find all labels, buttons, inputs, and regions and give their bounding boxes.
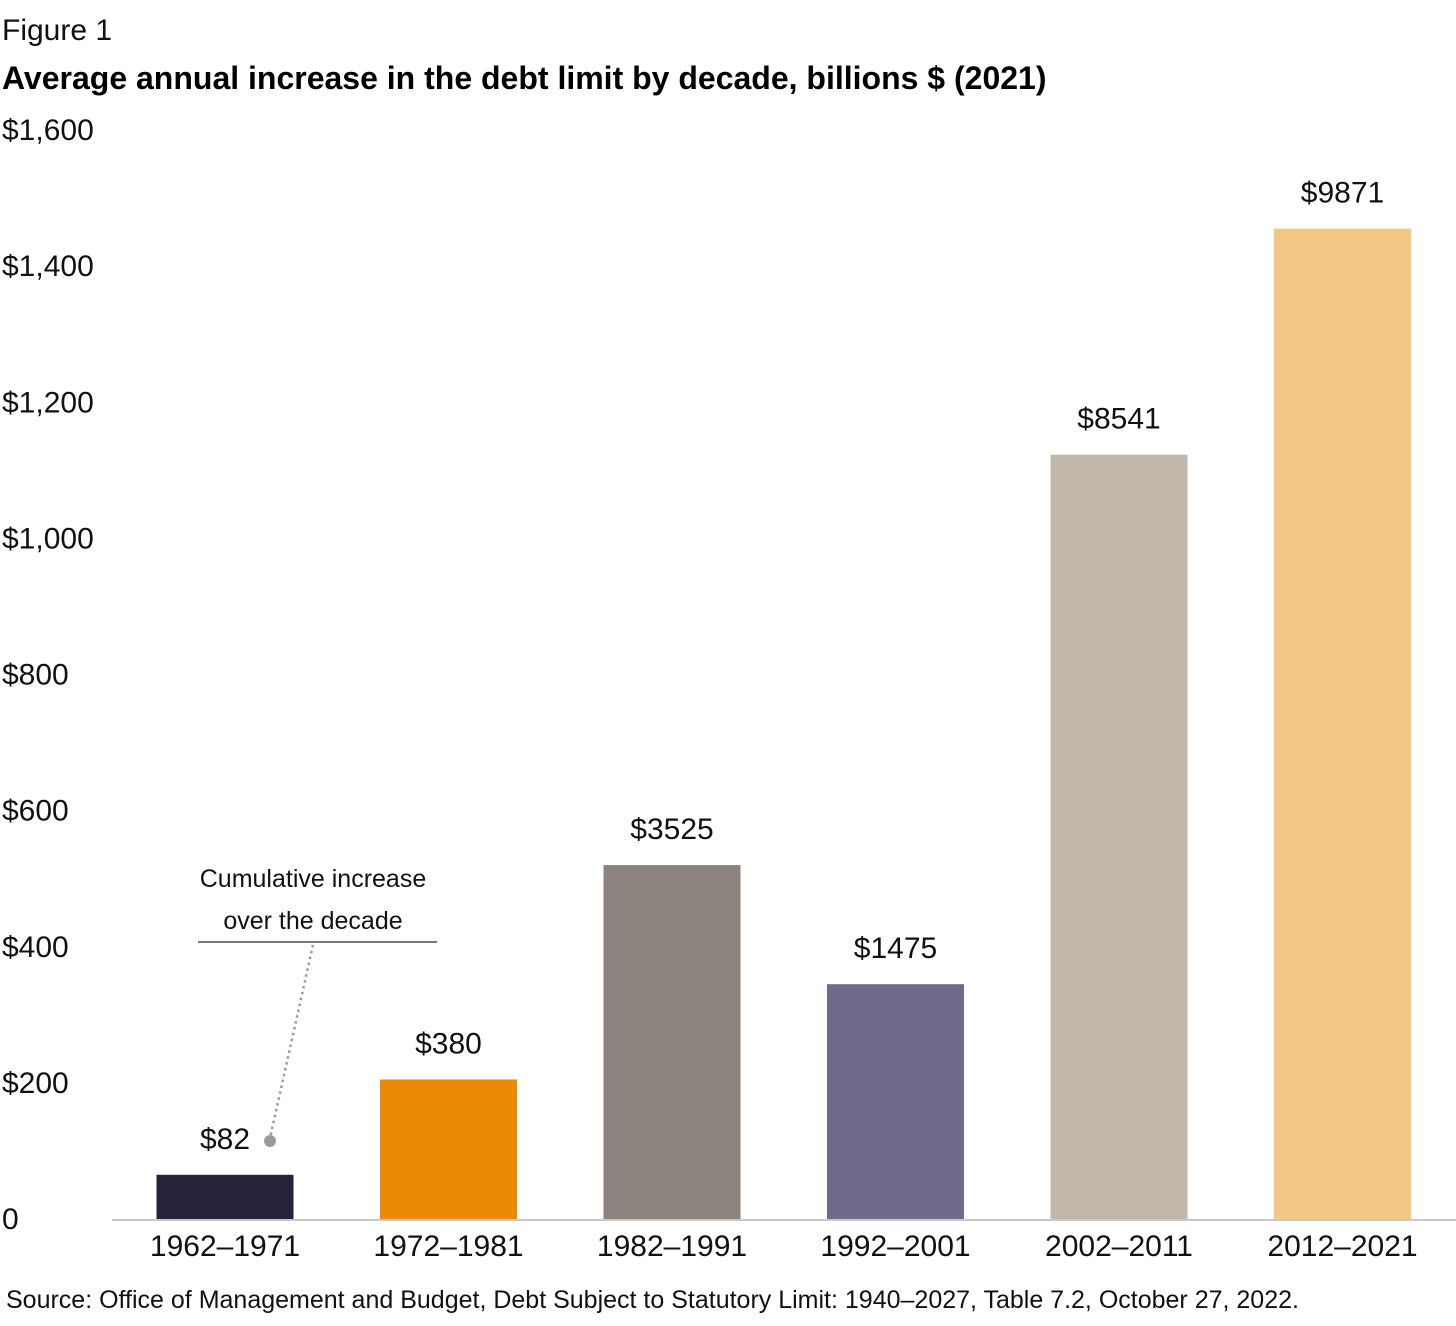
- bar: [827, 984, 964, 1219]
- y-axis-ticks: 0 $200 $400 $600 $800 $1,000 $1,200 $1,400 $1,60…: [2, 114, 94, 1236]
- y-tick-label: $800: [2, 659, 69, 692]
- y-tick-label: 0: [2, 1203, 19, 1236]
- data-label: $9871: [1301, 177, 1384, 210]
- x-tick-label: 2002–2011: [1045, 1230, 1193, 1263]
- chart-title: Average annual increase in the debt limi…: [2, 60, 1047, 96]
- y-tick-label: $1,400: [2, 250, 94, 283]
- source-note: Source: Office of Management and Budget,…: [6, 1286, 1299, 1314]
- data-label: $8541: [1077, 403, 1160, 436]
- data-labels: $82 $380 $3525 $1475 $8541 $9871: [200, 177, 1384, 1156]
- y-tick-label: $1,600: [2, 114, 94, 147]
- annotation-line-2: over the decade: [223, 907, 402, 935]
- data-label: $3525: [630, 813, 713, 846]
- x-tick-label: 1972–1981: [373, 1230, 523, 1263]
- x-tick-label: 1982–1991: [597, 1230, 747, 1263]
- bar: [380, 1079, 517, 1219]
- x-tick-label: 1992–2001: [820, 1230, 970, 1263]
- annotation-leader: [268, 944, 315, 1139]
- y-tick-label: $600: [2, 795, 69, 828]
- annotation-line-1: Cumulative increase: [200, 865, 427, 893]
- data-label: $1475: [854, 932, 937, 965]
- x-tick-label: 1962–1971: [150, 1230, 300, 1263]
- annotation-dot: [264, 1135, 276, 1147]
- bar-chart: 0 $200 $400 $600 $800 $1,000 $1,200 $1,400 $1,60…: [2, 114, 1456, 1263]
- y-tick-label: $200: [2, 1067, 69, 1100]
- x-tick-label: 2012–2021: [1267, 1230, 1417, 1263]
- figure-label: Figure 1: [2, 14, 113, 47]
- bar: [1274, 228, 1411, 1220]
- bars: [156, 228, 1411, 1220]
- y-tick-label: $1,200: [2, 386, 94, 419]
- data-label: $82: [200, 1123, 250, 1156]
- y-tick-label: $400: [2, 931, 69, 964]
- bar: [156, 1174, 294, 1219]
- bar: [1050, 454, 1188, 1220]
- annotation: Cumulative increase over the decade: [198, 865, 437, 1147]
- x-axis-labels: 1962–1971 1972–1981 1982–1991 1992–2001 2002…: [150, 1230, 1418, 1263]
- y-tick-label: $1,000: [2, 522, 94, 555]
- bar: [603, 865, 741, 1219]
- data-label: $380: [415, 1027, 482, 1060]
